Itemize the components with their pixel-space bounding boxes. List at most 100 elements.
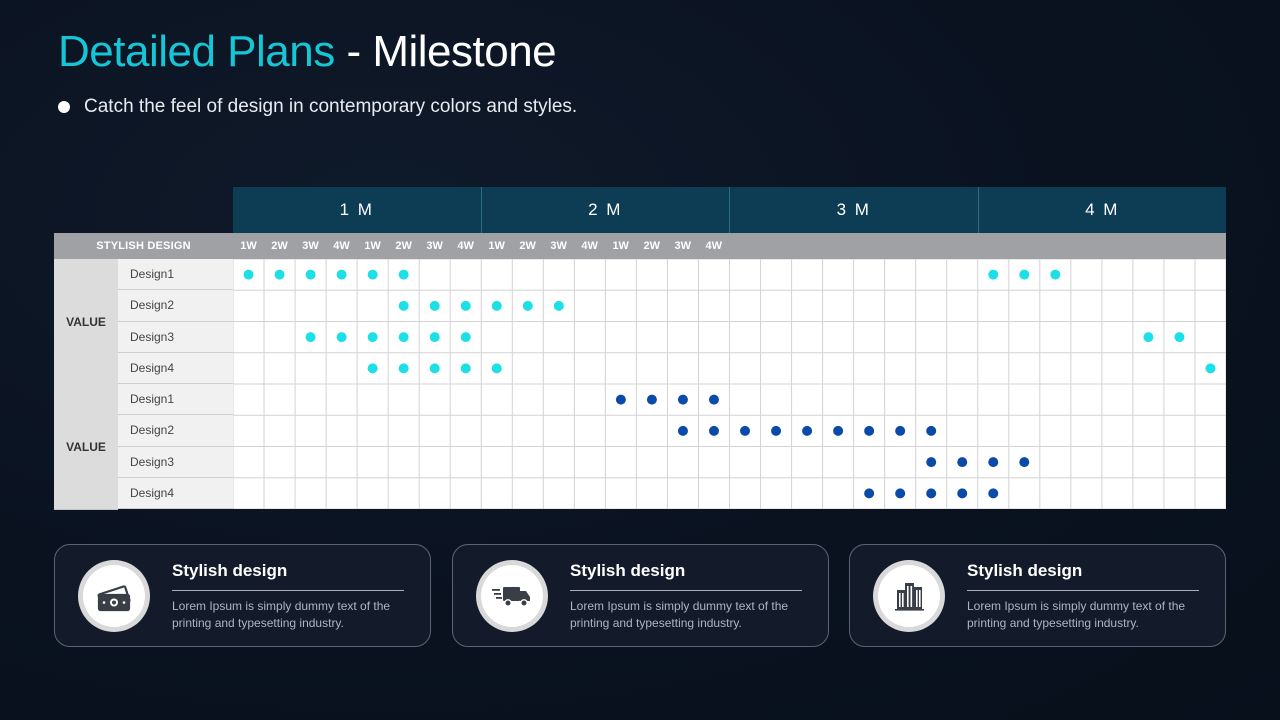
week-header: 3W [550,240,567,252]
card-divider [967,590,1199,591]
milestone-dot [988,488,999,499]
milestone-dot [957,488,968,499]
card-title: Stylish design [967,561,1083,580]
week-header: 2W [643,240,660,252]
week-header: 4W [457,240,474,252]
milestone-dot [1050,269,1061,280]
milestone-dot [1019,269,1030,280]
milestone-dot [802,425,813,436]
milestone-dot [926,488,937,499]
card-icon-ring [873,560,945,632]
buildings-icon [895,583,924,611]
milestone-dot [677,425,688,436]
week-header: 2W [271,240,288,252]
milestone-dot [491,363,502,374]
milestone-dot [771,425,782,436]
milestone-dot [677,394,688,405]
week-header: 1W [612,240,629,252]
milestone-dot [1174,332,1185,343]
milestone-dot [398,363,409,374]
subtitle: Catch the feel of design in contemporary… [58,96,577,118]
card-text: Lorem Ipsum is simply dummy text of the … [967,599,1186,630]
milestone-dot [460,300,471,311]
week-header: 2W [519,240,536,252]
week-header: 4W [705,240,722,252]
milestone-dot [864,425,875,436]
milestone-dot [336,332,347,343]
milestone-dot [274,269,285,280]
milestone-dot [367,269,378,280]
month-header: 3 M [730,187,979,233]
milestone-dot [367,332,378,343]
bullet-icon [58,101,70,113]
row-label: Design2 [118,415,233,447]
card-text: Lorem Ipsum is simply dummy text of the … [172,599,391,630]
week-header: 1W [364,240,381,252]
card-divider [570,590,802,591]
milestone-dot [1143,332,1154,343]
milestone-dot [429,300,440,311]
milestone-dot [553,300,564,311]
title-highlight: Detailed Plans [58,27,335,76]
group-label: VALUE [54,259,118,385]
month-header: 2 M [481,187,730,233]
month-header-row: 1 M 2 M 3 M 4 M [233,187,1226,233]
milestone-dot [491,300,502,311]
milestone-dot [740,425,751,436]
row-label: Design4 [118,477,233,509]
row-label: Design2 [118,290,233,322]
table-body: VALUE VALUE Design1 Design2 Design3 Desi… [54,259,1226,510]
week-header: 3W [426,240,443,252]
week-header: 3W [674,240,691,252]
week-header: 4W [581,240,598,252]
page-title: Detailed Plans - Milestone [58,26,557,78]
milestone-dot [305,332,316,343]
row-label: Design3 [118,446,233,478]
milestone-dot [864,488,875,499]
milestone-dot [243,269,254,280]
week-header: 2W [395,240,412,252]
week-header: 3W [302,240,319,252]
card-title: Stylish design [570,561,686,580]
milestone-dot [895,488,906,499]
card-text: Lorem Ipsum is simply dummy text of the … [570,599,789,630]
week-header: 1W [488,240,505,252]
milestone-dot [336,269,347,280]
milestone-dot [429,363,440,374]
week-header: 1W [240,240,257,252]
row-label: Design1 [118,259,233,291]
info-card: Stylish design Lorem Ipsum is simply dum… [54,544,431,647]
milestone-dot [646,394,657,405]
milestone-dot [398,269,409,280]
milestone-dot [957,457,968,468]
milestone-dot [833,425,844,436]
milestone-dot [398,300,409,311]
row-label: Design3 [118,321,233,353]
card-icon-ring [476,560,548,632]
row-label: Design1 [118,384,233,416]
week-header: 4W [333,240,350,252]
delivery-truck-icon [492,587,530,607]
subtitle-text: Catch the feel of design in contemporary… [84,96,578,117]
milestone-dot [615,394,626,405]
milestone-dot [460,363,471,374]
milestone-dot [926,425,937,436]
week-header-row: STYLISH DESIGN 1W 2W 3W 4W 1W 2W 3W 4W 1… [54,233,1226,259]
milestone-dot [460,332,471,343]
milestone-dot [429,332,440,343]
milestone-dot [708,425,719,436]
info-card: Stylish design Lorem Ipsum is simply dum… [849,544,1226,647]
title-rest: - Milestone [334,27,557,76]
milestone-dot [1205,363,1216,374]
milestone-grid [233,259,1226,509]
money-icon [97,585,131,612]
milestone-dot [305,269,316,280]
milestone-dot [988,269,999,280]
milestone-dot [1019,457,1030,468]
milestone-dot [522,300,533,311]
corner-label: STYLISH DESIGN [96,240,191,252]
month-header: 1 M [233,187,482,233]
month-header: 4 M [978,187,1226,233]
card-divider [172,590,404,591]
milestone-dot [988,457,999,468]
